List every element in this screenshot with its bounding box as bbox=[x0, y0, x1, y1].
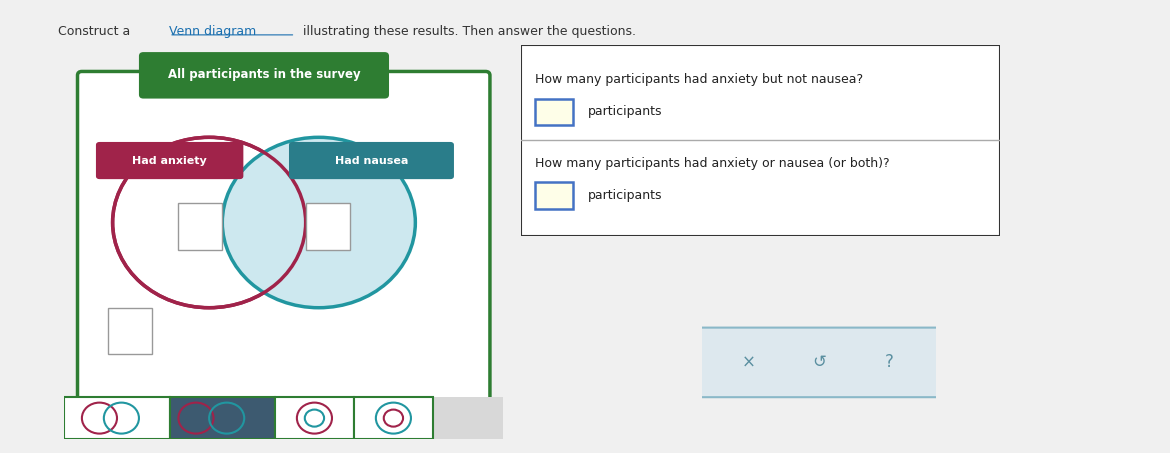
FancyBboxPatch shape bbox=[178, 203, 222, 250]
Text: Had nausea: Had nausea bbox=[335, 155, 408, 165]
FancyBboxPatch shape bbox=[535, 182, 573, 209]
FancyBboxPatch shape bbox=[108, 308, 152, 354]
FancyBboxPatch shape bbox=[289, 142, 454, 179]
FancyBboxPatch shape bbox=[275, 397, 353, 439]
FancyBboxPatch shape bbox=[96, 142, 243, 179]
Text: ↺: ↺ bbox=[812, 353, 826, 371]
FancyBboxPatch shape bbox=[170, 397, 275, 439]
Text: How many participants had anxiety or nausea (or both)?: How many participants had anxiety or nau… bbox=[535, 157, 889, 170]
Text: All participants in the survey: All participants in the survey bbox=[167, 68, 360, 81]
Text: How many participants had anxiety but not nausea?: How many participants had anxiety but no… bbox=[535, 73, 863, 86]
FancyBboxPatch shape bbox=[353, 397, 433, 439]
Text: Venn diagram: Venn diagram bbox=[168, 25, 256, 38]
FancyBboxPatch shape bbox=[64, 397, 170, 439]
FancyBboxPatch shape bbox=[305, 203, 350, 250]
FancyBboxPatch shape bbox=[64, 397, 503, 439]
Text: illustrating these results. Then answer the questions.: illustrating these results. Then answer … bbox=[298, 25, 635, 38]
Text: participants: participants bbox=[587, 106, 662, 118]
FancyBboxPatch shape bbox=[139, 52, 388, 99]
Text: ×: × bbox=[742, 353, 756, 371]
FancyBboxPatch shape bbox=[695, 328, 943, 397]
Circle shape bbox=[112, 137, 305, 308]
FancyBboxPatch shape bbox=[535, 99, 573, 125]
FancyBboxPatch shape bbox=[77, 72, 490, 412]
Text: Construct a: Construct a bbox=[58, 25, 135, 38]
Text: participants: participants bbox=[587, 189, 662, 202]
FancyBboxPatch shape bbox=[521, 45, 1000, 236]
Circle shape bbox=[222, 137, 415, 308]
Text: Had anxiety: Had anxiety bbox=[132, 155, 207, 165]
Text: ?: ? bbox=[885, 353, 894, 371]
